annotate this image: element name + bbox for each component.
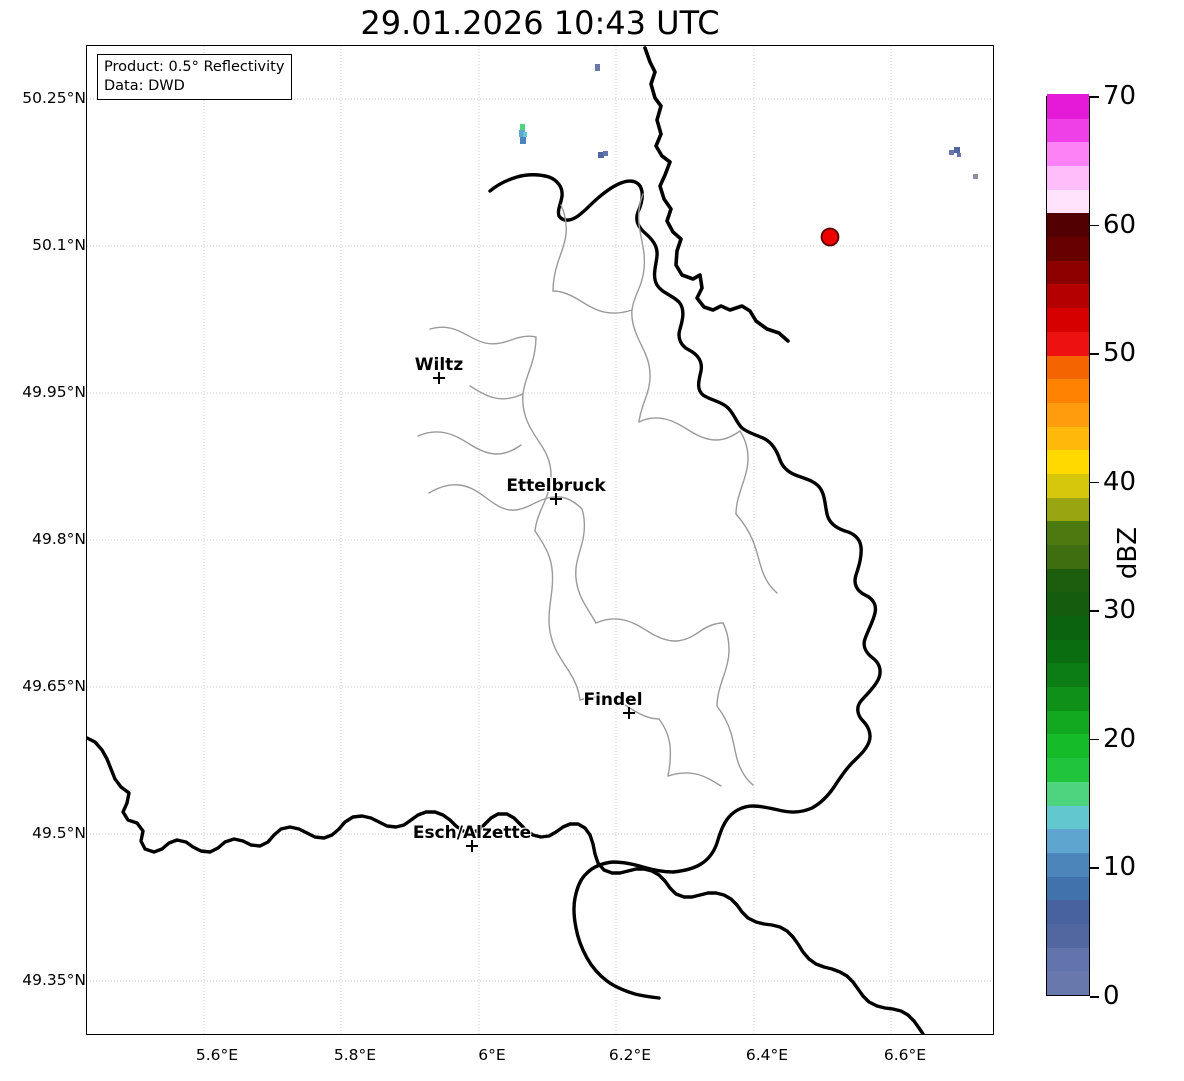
colorbar-band <box>1047 189 1089 214</box>
colorbar-tick <box>1090 353 1099 355</box>
x-tick-label-2: 6°E <box>478 1046 506 1064</box>
colorbar-band <box>1047 639 1089 664</box>
colorbar-band <box>1047 449 1089 474</box>
colorbar-axis-label: dBZ <box>1113 526 1143 580</box>
luxembourg-national-border <box>488 173 882 1000</box>
colorbar-band <box>1047 520 1089 545</box>
colorbar-band <box>1047 970 1089 995</box>
colorbar-band <box>1047 804 1089 830</box>
product-info-box: Product: 0.5° Reflectivity Data: DWD <box>97 54 293 101</box>
colorbar-band <box>1047 591 1089 617</box>
colorbar-band <box>1047 875 1089 901</box>
colorbar-band <box>1047 283 1089 309</box>
map-plot-area[interactable]: Wiltz Ettelbruck Findel Esch/Alzette Pro… <box>86 45 994 1035</box>
radar-echo-cells <box>519 64 978 179</box>
colorbar-band <box>1047 781 1089 806</box>
colorbar-gradient <box>1046 94 1090 996</box>
colorbar-band <box>1047 331 1089 356</box>
colorbar-band <box>1047 662 1089 688</box>
colorbar-tick-label: 10 <box>1103 852 1137 883</box>
map-canvas <box>87 46 993 1034</box>
colorbar-band <box>1047 899 1089 924</box>
y-tick-label-2: 49.95°N <box>22 383 86 401</box>
colorbar-tick-label: 20 <box>1103 723 1137 754</box>
colorbar-band <box>1047 354 1089 380</box>
colorbar-band <box>1047 568 1089 593</box>
colorbar-band <box>1047 307 1089 332</box>
x-tick-label-4: 6.4°E <box>745 1046 789 1064</box>
colorbar-tick <box>1090 996 1099 998</box>
internal-canton-borders <box>417 193 778 787</box>
colorbar-tick <box>1090 481 1099 484</box>
colorbar-tick-label: 60 <box>1103 209 1137 240</box>
colorbar-band <box>1047 473 1089 498</box>
colorbar-band <box>1047 378 1089 403</box>
city-cross-markers <box>433 372 635 852</box>
x-tick-label-1: 5.8°E <box>333 1046 377 1064</box>
x-tick-label-0: 5.6°E <box>195 1046 239 1064</box>
colorbar-band <box>1047 757 1089 782</box>
colorbar-tick <box>1090 610 1099 612</box>
y-tick-label-4: 49.65°N <box>22 677 86 695</box>
colorbar-band <box>1047 686 1089 711</box>
colorbar-band <box>1047 260 1089 285</box>
colorbar-band <box>1047 118 1089 143</box>
colorbar-band <box>1047 947 1089 972</box>
page-title: 29.01.2026 10:43 UTC <box>360 4 720 42</box>
y-tick-label-0: 50.25°N <box>22 89 86 107</box>
y-tick-label-6: 49.35°N <box>22 971 86 989</box>
colorbar-tick-label: 30 <box>1103 595 1137 626</box>
colorbar-tick <box>1090 96 1099 98</box>
y-tick-label-3: 49.8°N <box>32 530 86 548</box>
colorbar-band <box>1047 141 1089 167</box>
colorbar-tick-label: 40 <box>1103 466 1137 497</box>
national-borders <box>643 46 790 343</box>
colorbar-band <box>1047 236 1089 261</box>
colorbar-band <box>1047 402 1089 427</box>
colorbar-tick <box>1090 738 1099 741</box>
colorbar-tick <box>1090 867 1099 869</box>
colorbar-tick-label: 0 <box>1103 981 1120 1011</box>
colorbar-band <box>1047 852 1089 877</box>
x-tick-label-3: 6.2°E <box>608 1046 652 1064</box>
colorbar-band <box>1047 212 1089 238</box>
colorbar-band <box>1047 497 1089 522</box>
y-tick-label-1: 50.1°N <box>32 236 86 254</box>
colorbar-band <box>1047 165 1089 190</box>
colorbar-band <box>1047 94 1089 119</box>
colorbar-band <box>1047 425 1089 451</box>
colorbar-band <box>1047 733 1089 759</box>
colorbar-band <box>1047 615 1089 640</box>
colorbar-tick <box>1090 224 1099 227</box>
colorbar-band <box>1047 544 1089 569</box>
belgium-france-border <box>87 736 925 1034</box>
colorbar-band <box>1047 710 1089 735</box>
colorbar[interactable]: 0 10 20 30 40 50 60 70 <box>1046 81 1136 1011</box>
product-line: Product: 0.5° Reflectivity <box>104 59 285 75</box>
data-source-line: Data: DWD <box>104 77 185 94</box>
radar-site-marker[interactable] <box>820 227 840 247</box>
colorbar-band <box>1047 828 1089 853</box>
colorbar-band <box>1047 923 1089 948</box>
y-tick-label-5: 49.5°N <box>32 824 86 842</box>
x-tick-label-5: 6.6°E <box>883 1046 927 1064</box>
colorbar-tick-label: 70 <box>1103 81 1137 111</box>
colorbar-tick-label: 50 <box>1103 338 1137 369</box>
